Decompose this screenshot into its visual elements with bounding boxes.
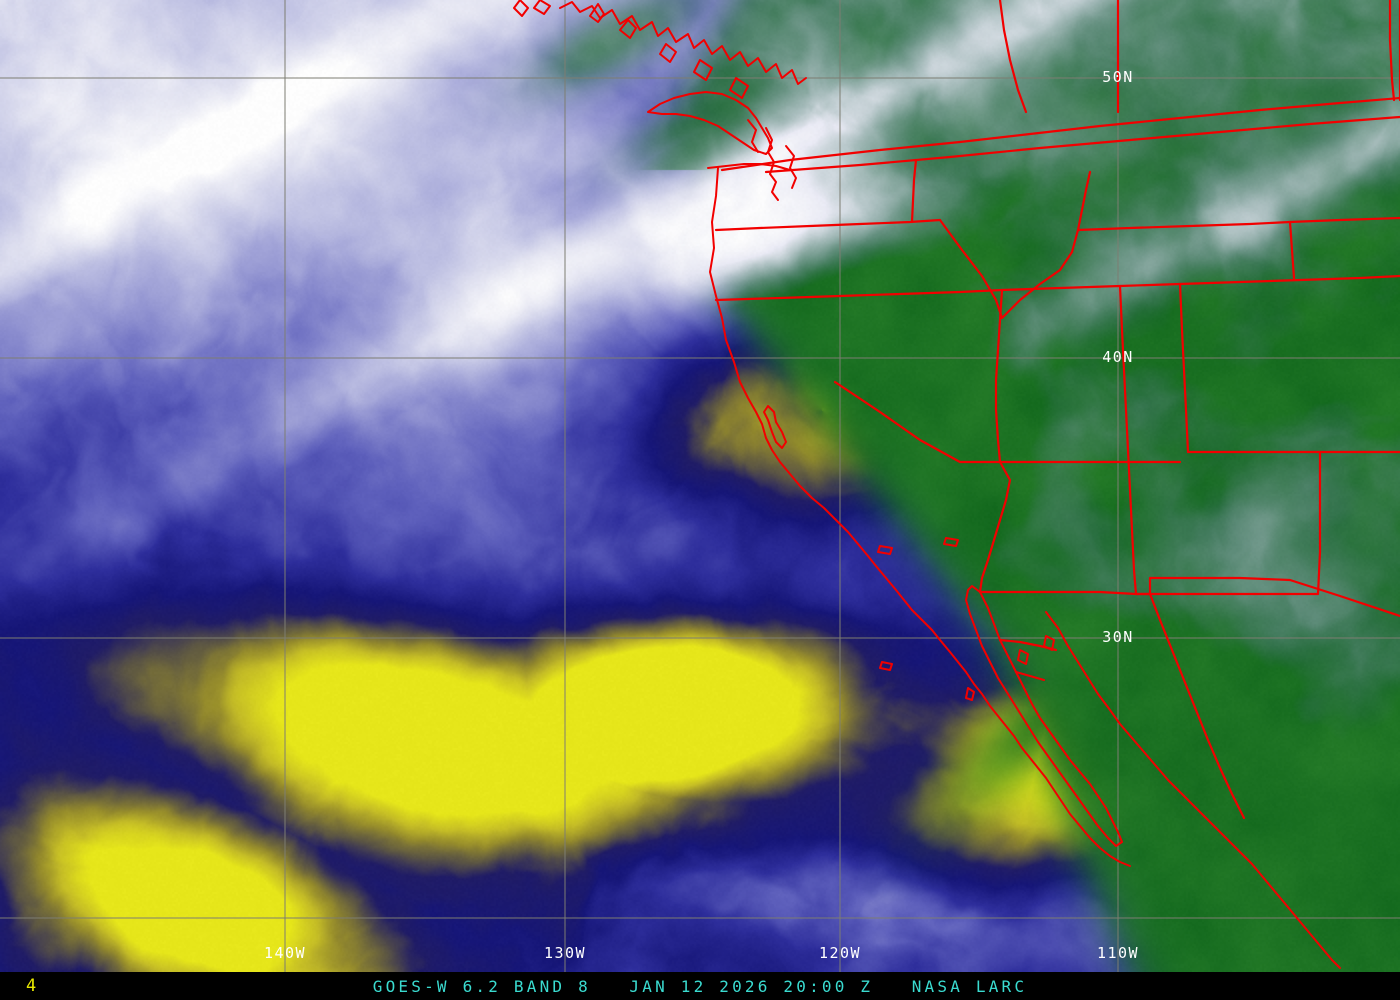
frame-number: 4	[26, 976, 38, 996]
satellite-image-canvas: 50N 40N 30N 140W 130W 120W 110W	[0, 0, 1400, 972]
water-vapor-imagery	[0, 0, 1400, 972]
status-bar: 4 GOES-W 6.2 BAND 8 JAN 12 2026 20:00 Z …	[0, 972, 1400, 1000]
product-status-line: GOES-W 6.2 BAND 8 JAN 12 2026 20:00 Z NA…	[372, 976, 1028, 996]
